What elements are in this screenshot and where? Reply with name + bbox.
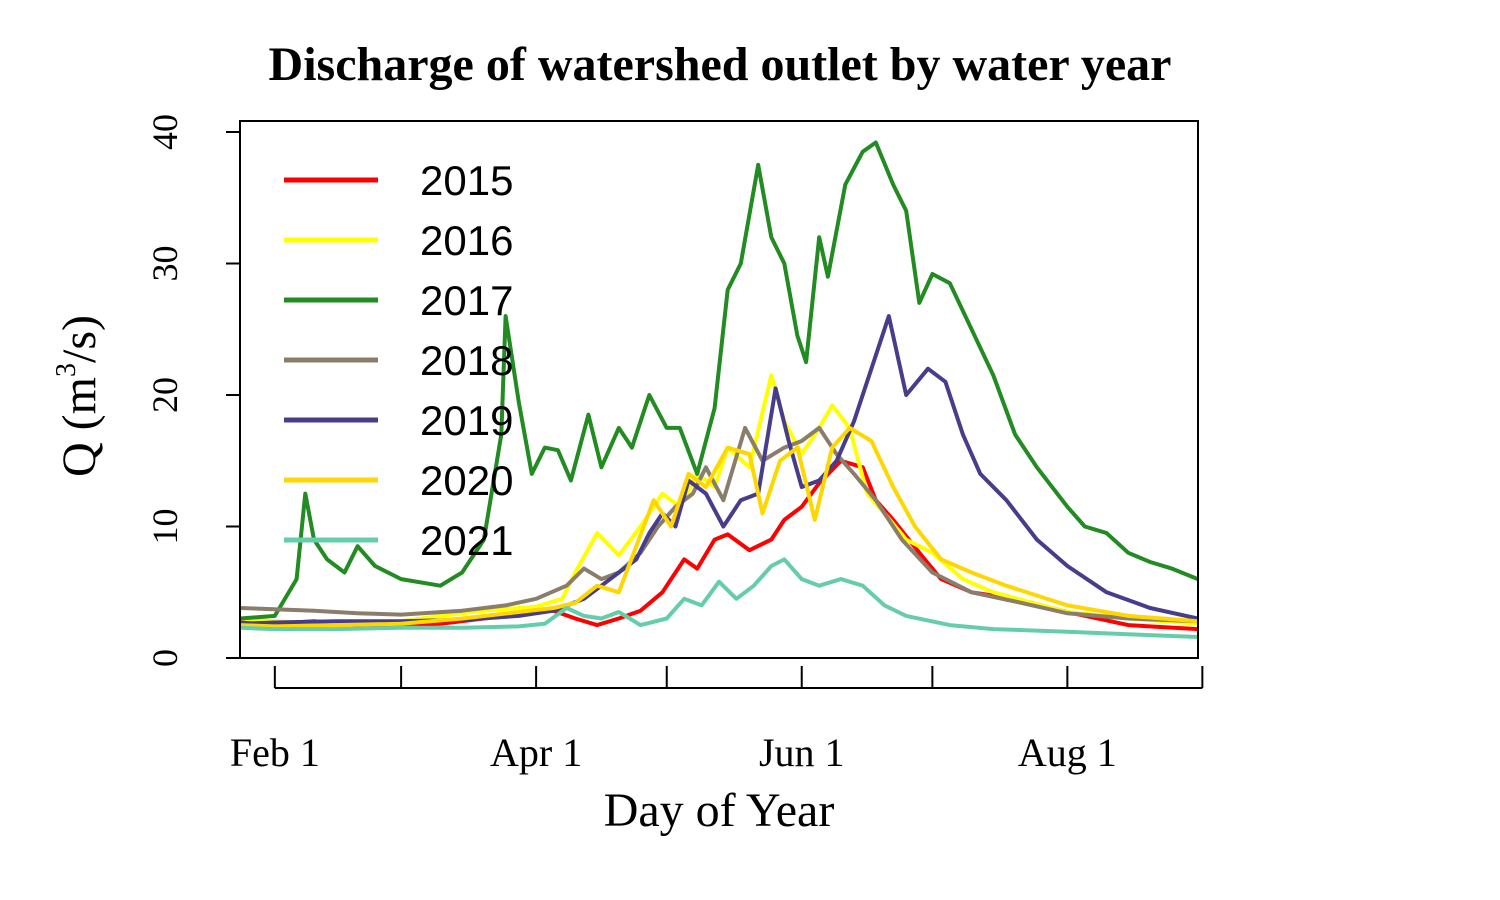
legend-label-2020: 2020: [420, 457, 513, 504]
series-line-2016: [240, 373, 1198, 626]
y-axis-label-unit: m: [53, 377, 106, 414]
series-line-2017: [240, 140, 1198, 621]
series-group: [240, 140, 1198, 639]
y-tick-label: 40: [145, 114, 185, 150]
y-tick-label: 0: [145, 649, 185, 667]
legend-label-2016: 2016: [420, 217, 513, 264]
svg-text:Q (m3/s): Q (m3/s): [51, 315, 106, 477]
x-axis-label: Day of Year: [604, 784, 835, 837]
y-axis-label: Q (m3/s): [51, 315, 106, 477]
plot-layer: 0 10 20 30 40 Feb 1 Apr 1 Jun 1 Aug 1: [145, 114, 1204, 775]
x-tick-label: Feb 1: [230, 730, 320, 775]
series-line-2020: [240, 425, 1198, 629]
series-line-2018: [240, 425, 1198, 624]
plot-frame: [239, 120, 1199, 659]
legend: 2015 2016 2017 2018 2019 2020 2021: [284, 157, 513, 564]
y-axis-label-unit-sup: 3: [51, 363, 82, 377]
chart-title: Discharge of watershed outlet by water y…: [269, 38, 1172, 91]
legend-label-2017: 2017: [420, 277, 513, 324]
legend-label-2018: 2018: [420, 337, 513, 384]
legend-label-2021: 2021: [420, 517, 513, 564]
x-tick-label: Aug 1: [1018, 730, 1117, 775]
y-tick-label: 30: [145, 246, 185, 282]
legend-label-2019: 2019: [420, 397, 513, 444]
series-line-2015: [240, 458, 1198, 632]
x-tick-label: Apr 1: [490, 730, 582, 775]
x-tick-label: Jun 1: [759, 730, 845, 775]
y-tick-label: 20: [145, 377, 185, 413]
y-tick-label: 10: [145, 509, 185, 545]
series-line-2021: [240, 557, 1198, 639]
legend-label-2015: 2015: [420, 157, 513, 204]
y-axis-label-quantity: Q: [53, 442, 106, 477]
y-axis-label-unit-tail: /s: [53, 331, 106, 363]
